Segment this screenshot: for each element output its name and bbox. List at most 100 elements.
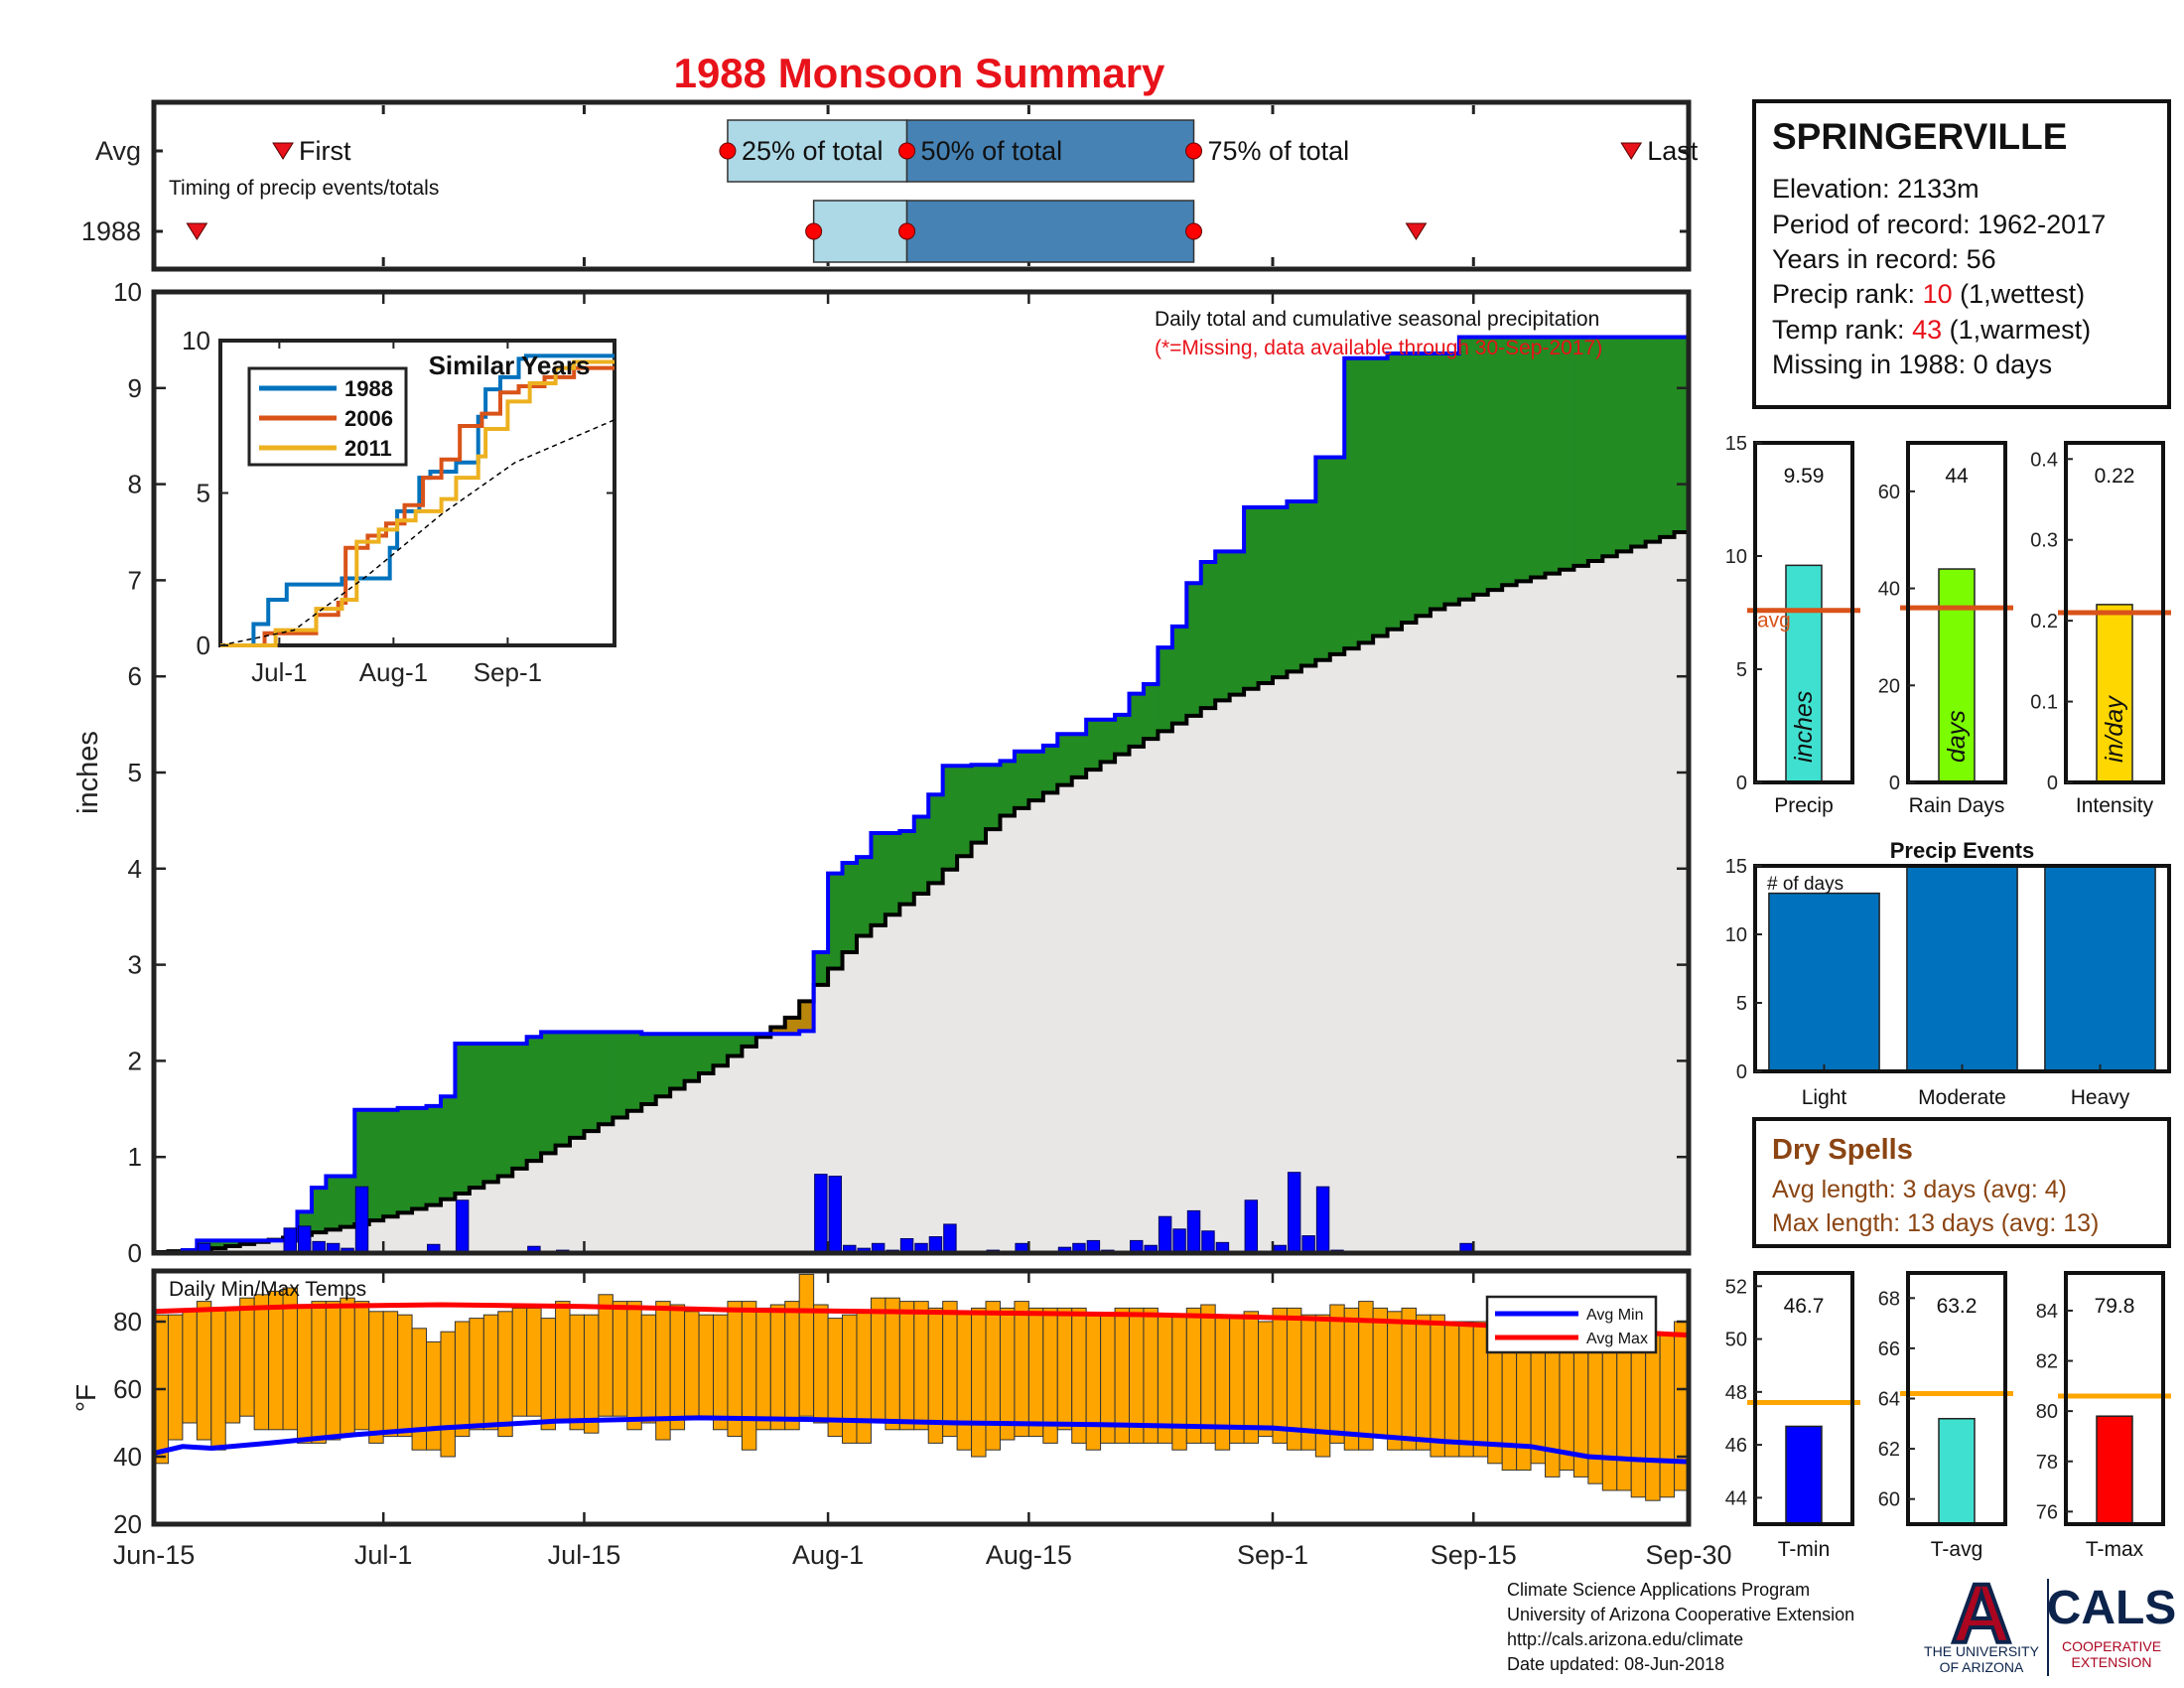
daily-temp-bar <box>1458 1321 1474 1458</box>
daily-temp-bar <box>784 1301 800 1431</box>
university-of-arizona-logo: A THE UNIVERSITY OF ARIZONA CALS COOPERA… <box>1924 1565 2176 1676</box>
events-bar-moderate <box>1906 865 2018 1072</box>
above-average-area <box>1057 734 1073 785</box>
above-average-area <box>655 1034 671 1097</box>
main-ytick-label: 3 <box>128 950 142 980</box>
above-average-area <box>813 952 829 985</box>
daily-temp-bar <box>856 1311 872 1444</box>
figure-title: 1988 Monsoon Summary <box>674 50 1165 96</box>
daily-precip-bar <box>828 1176 843 1254</box>
temp-stats-panels: 44 46 48 50 52 46.7 T-min 60 62 64 66 68 63.2 T-avg 76… <box>1725 1271 2171 1561</box>
above-average-area <box>885 832 900 915</box>
above-average-area <box>541 1032 557 1154</box>
above-average-area <box>1028 751 1044 801</box>
temp-stat-ytick-label: 84 <box>2036 1301 2058 1323</box>
inset-legend-label-1988: 1988 <box>344 376 393 401</box>
events-ytick-label: 0 <box>1736 1061 1747 1083</box>
above-average-area <box>1272 506 1288 678</box>
temp-stat-ytick-label: 68 <box>1878 1288 1900 1310</box>
temp-stat-value-text: 63.2 <box>1937 1295 1978 1318</box>
above-average-area <box>1000 761 1016 816</box>
above-average-area <box>497 1043 513 1177</box>
daily-precip-bar <box>1186 1209 1201 1254</box>
temps-ylabel: °F <box>70 1384 101 1412</box>
daily-temp-bar <box>755 1307 771 1431</box>
daily-temp-bar <box>1472 1321 1489 1458</box>
daily-temp-bar <box>885 1297 900 1431</box>
timing-first-last-marker <box>1405 222 1428 240</box>
above-average-area <box>1587 337 1603 562</box>
dry-spells-avg-length: Avg length: 3 days (avg: 4) <box>1772 1176 2067 1203</box>
above-average-area <box>584 1032 600 1132</box>
above-average-area <box>1129 693 1145 747</box>
above-average-area <box>512 1043 528 1169</box>
temp-stat-ytick-label: 46 <box>1725 1435 1747 1457</box>
average-cumulative-line <box>154 530 1689 1255</box>
station-precip-rank: Precip rank: 10 (1,wettest) <box>1772 279 2085 309</box>
daily-precip-bar <box>354 1186 369 1254</box>
dry-spells-title: Dry Spells <box>1772 1134 1913 1166</box>
above-average-area <box>871 832 887 925</box>
daily-temp-bar <box>497 1311 513 1438</box>
above-average-area <box>613 1032 628 1118</box>
daily-temp-bar <box>870 1297 887 1424</box>
daily-temp-bar <box>1343 1307 1360 1451</box>
above-average-area <box>699 1034 714 1073</box>
events-bar-light <box>1768 892 1880 1072</box>
above-average-area <box>1545 337 1561 574</box>
above-average-area <box>555 1032 571 1146</box>
above-average-area <box>1042 745 1058 793</box>
above-average-area <box>1573 337 1589 566</box>
daily-temp-bar <box>268 1290 284 1431</box>
inset-xtick-label: Sep-1 <box>474 657 542 687</box>
main-ytick-label: 8 <box>128 470 142 499</box>
inset-ytick-label: 5 <box>197 479 210 508</box>
above-average-area <box>1473 337 1489 595</box>
temp-stat-ytick-label: 52 <box>1725 1276 1747 1298</box>
timing-q25-label: 25% of total <box>742 136 884 166</box>
inset-ytick-label: 10 <box>182 326 210 355</box>
daily-temp-bar <box>612 1301 628 1417</box>
daily-precip-bar <box>943 1223 957 1254</box>
above-average-area <box>1660 337 1676 537</box>
precip-stat-value-text: 44 <box>1945 465 1969 488</box>
daily-temp-bar <box>985 1301 1001 1451</box>
timing-first-label: First <box>299 136 351 166</box>
above-average-area <box>210 1240 226 1249</box>
timing-q50-q75-box <box>905 119 1195 183</box>
above-average-area <box>1086 719 1102 771</box>
above-average-area <box>942 766 958 870</box>
temps-ytick-label: 60 <box>113 1374 142 1404</box>
inset-legend-label-2006: 2006 <box>344 406 393 431</box>
events-plot-frame <box>1753 864 2171 1073</box>
timing-quantile-marker <box>1185 142 1203 160</box>
above-average-area <box>1229 551 1245 695</box>
above-average-area <box>1487 337 1503 591</box>
daily-temp-bar <box>813 1304 829 1424</box>
timing-last-label: Last <box>1647 136 1699 166</box>
below-average-area <box>784 1017 800 1035</box>
precip-stat-ytick-label: 0 <box>2047 773 2058 794</box>
precip-stats-panels: 0 5 10 15 9.59 Precip inches avg 0 20 40 60 44 Rain D… <box>1725 433 2171 817</box>
station-name: SPRINGERVILLE <box>1772 116 2067 157</box>
above-average-area <box>598 1032 614 1125</box>
precip-stat-value-text: 0.22 <box>2095 465 2135 488</box>
inset-xtick-label: Jul-1 <box>251 657 307 687</box>
temp-stat-ytick-label: 76 <box>2036 1501 2058 1523</box>
above-average-area <box>684 1034 700 1081</box>
main-ytick-label: 1 <box>128 1142 142 1172</box>
temp-stat-bar-t-min <box>1785 1425 1823 1525</box>
timing-q50-q75-box <box>905 200 1195 263</box>
daily-temp-bar <box>340 1297 355 1438</box>
above-average-area <box>1458 337 1474 600</box>
daily-temp-bar <box>898 1301 915 1431</box>
above-average-area <box>1387 352 1403 630</box>
above-average-area <box>1143 683 1159 740</box>
daily-temp-bar <box>469 1318 484 1431</box>
above-average-area <box>1071 734 1087 777</box>
precip-stat-ytick-label: 0.1 <box>2030 692 2058 714</box>
daily-temp-bar <box>999 1307 1016 1441</box>
precip-stat-panel-frame <box>2064 441 2165 784</box>
temperature-chart: 20 40 60 80 Jun-15 Jul-1 Jul-15 Aug-1 Aug-15 Sep-… <box>70 1268 1732 1570</box>
daily-temp-bar <box>1085 1314 1102 1451</box>
